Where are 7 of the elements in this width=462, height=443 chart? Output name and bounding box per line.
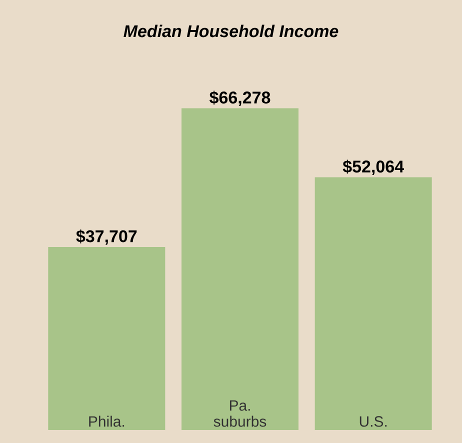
chart-title: Median Household Income xyxy=(124,24,338,38)
x-tick-label: Phila. xyxy=(89,416,124,427)
x-tick-label: U.S. xyxy=(360,416,387,427)
data-label: $37,707 xyxy=(76,229,137,245)
data-label: $52,064 xyxy=(342,160,404,176)
x-tick-label: Pa. suburbs xyxy=(214,400,266,427)
data-label: $66,278 xyxy=(210,90,270,106)
